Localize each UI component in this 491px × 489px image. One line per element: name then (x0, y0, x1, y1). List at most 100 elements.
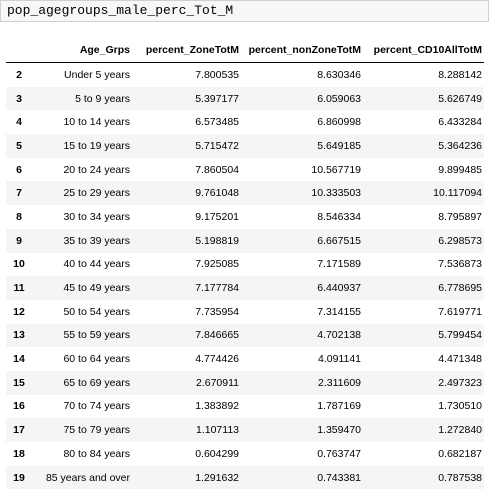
cell-percent-zone: 7.925085 (130, 253, 239, 277)
cell-age-grps: 50 to 54 years (30, 300, 130, 324)
cell-percent-cd10: 8.288142 (361, 63, 484, 87)
dataframe-table: Age_Grps percent_ZoneTotM percent_nonZon… (6, 38, 484, 489)
row-index: 7 (6, 181, 30, 205)
cell-percent-nonzone: 8.630346 (239, 63, 361, 87)
row-index: 2 (6, 63, 30, 87)
cell-age-grps: 15 to 19 years (30, 134, 130, 158)
cell-percent-cd10: 10.117094 (361, 181, 484, 205)
cell-percent-cd10: 5.626749 (361, 87, 484, 111)
cell-percent-cd10: 0.682187 (361, 442, 484, 466)
cell-percent-nonzone: 6.860998 (239, 110, 361, 134)
cell-age-grps: 80 to 84 years (30, 442, 130, 466)
row-index: 19 (6, 466, 30, 489)
cell-percent-cd10: 9.899485 (361, 158, 484, 182)
cell-percent-nonzone: 2.311609 (239, 371, 361, 395)
row-index: 13 (6, 324, 30, 348)
row-index: 9 (6, 229, 30, 253)
cell-percent-nonzone: 4.091141 (239, 347, 361, 371)
row-index: 16 (6, 395, 30, 419)
row-index: 18 (6, 442, 30, 466)
cell-percent-cd10: 5.364236 (361, 134, 484, 158)
cell-percent-zone: 4.774426 (130, 347, 239, 371)
cell-age-grps: 75 to 79 years (30, 418, 130, 442)
cell-percent-nonzone: 10.567719 (239, 158, 361, 182)
cell-percent-zone: 7.846665 (130, 324, 239, 348)
cell-percent-zone: 7.177784 (130, 276, 239, 300)
cell-age-grps: 70 to 74 years (30, 395, 130, 419)
cell-percent-nonzone: 8.546334 (239, 205, 361, 229)
row-index: 17 (6, 418, 30, 442)
cell-percent-zone: 1.291632 (130, 466, 239, 489)
cell-percent-nonzone: 4.702138 (239, 324, 361, 348)
cell-age-grps: 20 to 24 years (30, 158, 130, 182)
cell-percent-nonzone: 6.667515 (239, 229, 361, 253)
cell-percent-cd10: 6.433284 (361, 110, 484, 134)
cell-age-grps: 85 years and over (30, 466, 130, 489)
cell-percent-zone: 1.383892 (130, 395, 239, 419)
cell-percent-zone: 9.175201 (130, 205, 239, 229)
code-cell-text: pop_agegroups_male_perc_Tot_M (7, 3, 233, 19)
row-index: 4 (6, 110, 30, 134)
row-index: 11 (6, 276, 30, 300)
row-index: 10 (6, 253, 30, 277)
cell-percent-zone: 0.604299 (130, 442, 239, 466)
row-index: 6 (6, 158, 30, 182)
row-index: 15 (6, 371, 30, 395)
cell-percent-cd10: 7.619771 (361, 300, 484, 324)
cell-percent-cd10: 4.471348 (361, 347, 484, 371)
cell-percent-zone: 7.735954 (130, 300, 239, 324)
cell-age-grps: 45 to 49 years (30, 276, 130, 300)
cell-age-grps: 30 to 34 years (30, 205, 130, 229)
cell-age-grps: 5 to 9 years (30, 87, 130, 111)
cell-percent-cd10: 6.778695 (361, 276, 484, 300)
cell-percent-nonzone: 0.763747 (239, 442, 361, 466)
cell-age-grps: Under 5 years (30, 63, 130, 87)
cell-percent-cd10: 1.272840 (361, 418, 484, 442)
cell-percent-cd10: 6.298573 (361, 229, 484, 253)
cell-percent-zone: 9.761048 (130, 181, 239, 205)
code-cell-input[interactable]: pop_agegroups_male_perc_Tot_M (0, 0, 489, 22)
cell-percent-nonzone: 5.649185 (239, 134, 361, 158)
header-percent-zone: percent_ZoneTotM (130, 38, 239, 63)
cell-percent-cd10: 0.787538 (361, 466, 484, 489)
cell-age-grps: 35 to 39 years (30, 229, 130, 253)
cell-percent-zone: 5.198819 (130, 229, 239, 253)
cell-age-grps: 10 to 14 years (30, 110, 130, 134)
cell-percent-cd10: 1.730510 (361, 395, 484, 419)
header-age-grps: Age_Grps (30, 38, 130, 63)
cell-percent-zone: 5.397177 (130, 87, 239, 111)
cell-percent-nonzone: 1.359470 (239, 418, 361, 442)
cell-age-grps: 65 to 69 years (30, 371, 130, 395)
cell-percent-zone: 5.715472 (130, 134, 239, 158)
cell-percent-zone: 7.860504 (130, 158, 239, 182)
cell-percent-zone: 2.670911 (130, 371, 239, 395)
cell-percent-nonzone: 0.743381 (239, 466, 361, 489)
row-index: 5 (6, 134, 30, 158)
row-index: 3 (6, 87, 30, 111)
cell-percent-zone: 1.107113 (130, 418, 239, 442)
cell-percent-zone: 6.573485 (130, 110, 239, 134)
cell-age-grps: 60 to 64 years (30, 347, 130, 371)
cell-percent-nonzone: 6.059063 (239, 87, 361, 111)
table-header-row: Age_Grps percent_ZoneTotM percent_nonZon… (6, 38, 484, 63)
cell-percent-cd10: 8.795897 (361, 205, 484, 229)
cell-percent-nonzone: 7.314155 (239, 300, 361, 324)
cell-percent-nonzone: 1.787169 (239, 395, 361, 419)
cell-percent-cd10: 5.799454 (361, 324, 484, 348)
